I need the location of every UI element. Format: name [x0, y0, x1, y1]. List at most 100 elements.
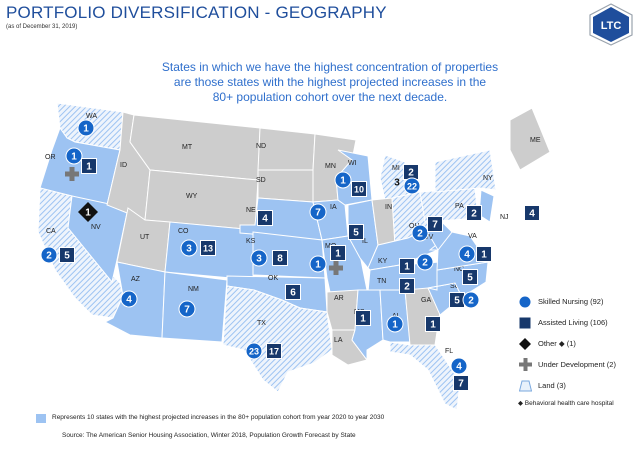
legend-note: ◆ Behavioral health care hospital [518, 400, 614, 407]
legend-item: Other ◆ (1) [518, 336, 636, 351]
marker-count: 7 [315, 208, 321, 219]
state-label-or: OR [45, 154, 56, 161]
marker-tn-square: 2 [399, 278, 415, 294]
marker-va-circle: 4 [458, 245, 476, 263]
marker-count: 2 [468, 296, 474, 307]
state-label-ut: UT [140, 234, 150, 241]
state-label-fl: FL [445, 348, 453, 355]
marker-ky-circle: 2 [416, 253, 434, 271]
marker-mi-plain: 3 [394, 178, 400, 189]
marker-count: 6 [290, 288, 296, 299]
marker-count: 1 [83, 124, 89, 135]
state-label-ar: AR [334, 295, 344, 302]
marker-ia-circle: 7 [309, 203, 327, 221]
marker-count: 2 [471, 209, 477, 220]
state-label-wi: WI [348, 160, 357, 167]
marker-ca-square: 5 [59, 247, 75, 263]
state-label-tn: TN [377, 278, 386, 285]
state-label-tx: TX [257, 320, 266, 327]
marker-count: 4 [262, 214, 268, 225]
logo-text: LTC [601, 20, 622, 32]
marker-il-square: 5 [348, 224, 364, 240]
legend-item: Assisted Living (106) [518, 315, 636, 330]
marker-count: 1 [430, 320, 436, 331]
state-label-ca: CA [46, 228, 56, 235]
state-label-mn: MN [325, 163, 336, 170]
state-label-ga: GA [421, 297, 431, 304]
state-label-ks: KS [246, 238, 256, 245]
state-label-va: VA [468, 233, 477, 240]
state-label-sc: SC [450, 283, 460, 290]
marker-count: 23 [249, 347, 259, 357]
state-label-il: IL [362, 238, 368, 245]
legend-label: Other ◆ (1) [538, 339, 576, 348]
land-icon [518, 379, 532, 393]
marker-count: 4 [126, 295, 132, 306]
marker-count: 5 [467, 273, 473, 284]
state-nd [257, 127, 316, 171]
marker-co-square: 13 [200, 240, 216, 256]
highlight-swatch [36, 414, 46, 423]
marker-oh-circle: 2 [411, 224, 429, 242]
legend-item: Land (3) [518, 378, 636, 393]
marker-nc-square: 5 [462, 269, 478, 285]
circle-icon [518, 295, 532, 309]
marker-oh-square: 7 [427, 216, 443, 232]
marker-count: 1 [360, 314, 366, 325]
marker-ga-square: 1 [425, 316, 441, 332]
state-label-nd: ND [256, 143, 266, 150]
marker-al-circle: 1 [386, 315, 404, 333]
marker-or-circle: 1 [65, 147, 83, 165]
marker-count: 5 [353, 228, 359, 239]
state-label-ne: NE [246, 207, 256, 214]
state-me [509, 107, 551, 171]
legend-label: Land (3) [538, 381, 566, 390]
marker-ca-circle: 2 [40, 246, 58, 264]
marker-va-square: 1 [476, 246, 492, 262]
marker-mo-plus [329, 261, 343, 275]
marker-count: 2 [417, 229, 423, 240]
legend-item: Under Development (2) [518, 357, 636, 372]
marker-or-plus [65, 167, 79, 181]
diamond-icon [518, 337, 532, 351]
square-icon [518, 316, 532, 330]
marker-count: 3 [394, 178, 400, 189]
marker-count: 1 [85, 208, 91, 219]
marker-count: 7 [432, 220, 438, 231]
marker-count: 5 [454, 296, 460, 307]
state-label-mt: MT [182, 144, 193, 151]
state-label-wy: WY [186, 193, 198, 200]
marker-ok-square: 6 [285, 284, 301, 300]
marker-sc-square: 5 [449, 292, 465, 308]
marker-count: 4 [464, 250, 470, 261]
marker-count: 17 [269, 347, 279, 357]
marker-mo-circle: 1 [309, 255, 327, 273]
marker-mo-square: 1 [330, 245, 346, 261]
headline: States in which we have the highest conc… [150, 60, 510, 105]
state-label-nv: NV [91, 224, 101, 231]
marker-count: 1 [392, 320, 398, 331]
marker-pa-square: 2 [466, 205, 482, 221]
marker-ne-square: 4 [257, 210, 273, 226]
marker-co-circle: 3 [180, 239, 198, 257]
marker-count: 1 [481, 250, 487, 261]
state-label-nm: NM [188, 286, 199, 293]
marker-count: 10 [354, 185, 364, 195]
state-label-id: ID [120, 162, 127, 169]
marker-count: 7 [184, 305, 190, 316]
marker-count: 8 [277, 254, 283, 265]
marker-fl-square: 7 [453, 375, 469, 391]
state-fl [389, 341, 461, 411]
marker-count: 13 [203, 244, 213, 254]
marker-count: 4 [529, 209, 535, 220]
marker-mi-circle: 22 [403, 177, 421, 195]
marker-count: 2 [46, 251, 52, 262]
page-title: PORTFOLIO DIVERSIFICATION - GEOGRAPHY [6, 3, 387, 22]
state-label-oh: OH [409, 223, 420, 230]
state-label-la: LA [334, 337, 343, 344]
state-label-ok: OK [268, 275, 278, 282]
state-label-ky: KY [378, 258, 388, 265]
marker-az-circle: 4 [120, 290, 138, 308]
headline-line: are those states with the highest projec… [173, 75, 487, 89]
